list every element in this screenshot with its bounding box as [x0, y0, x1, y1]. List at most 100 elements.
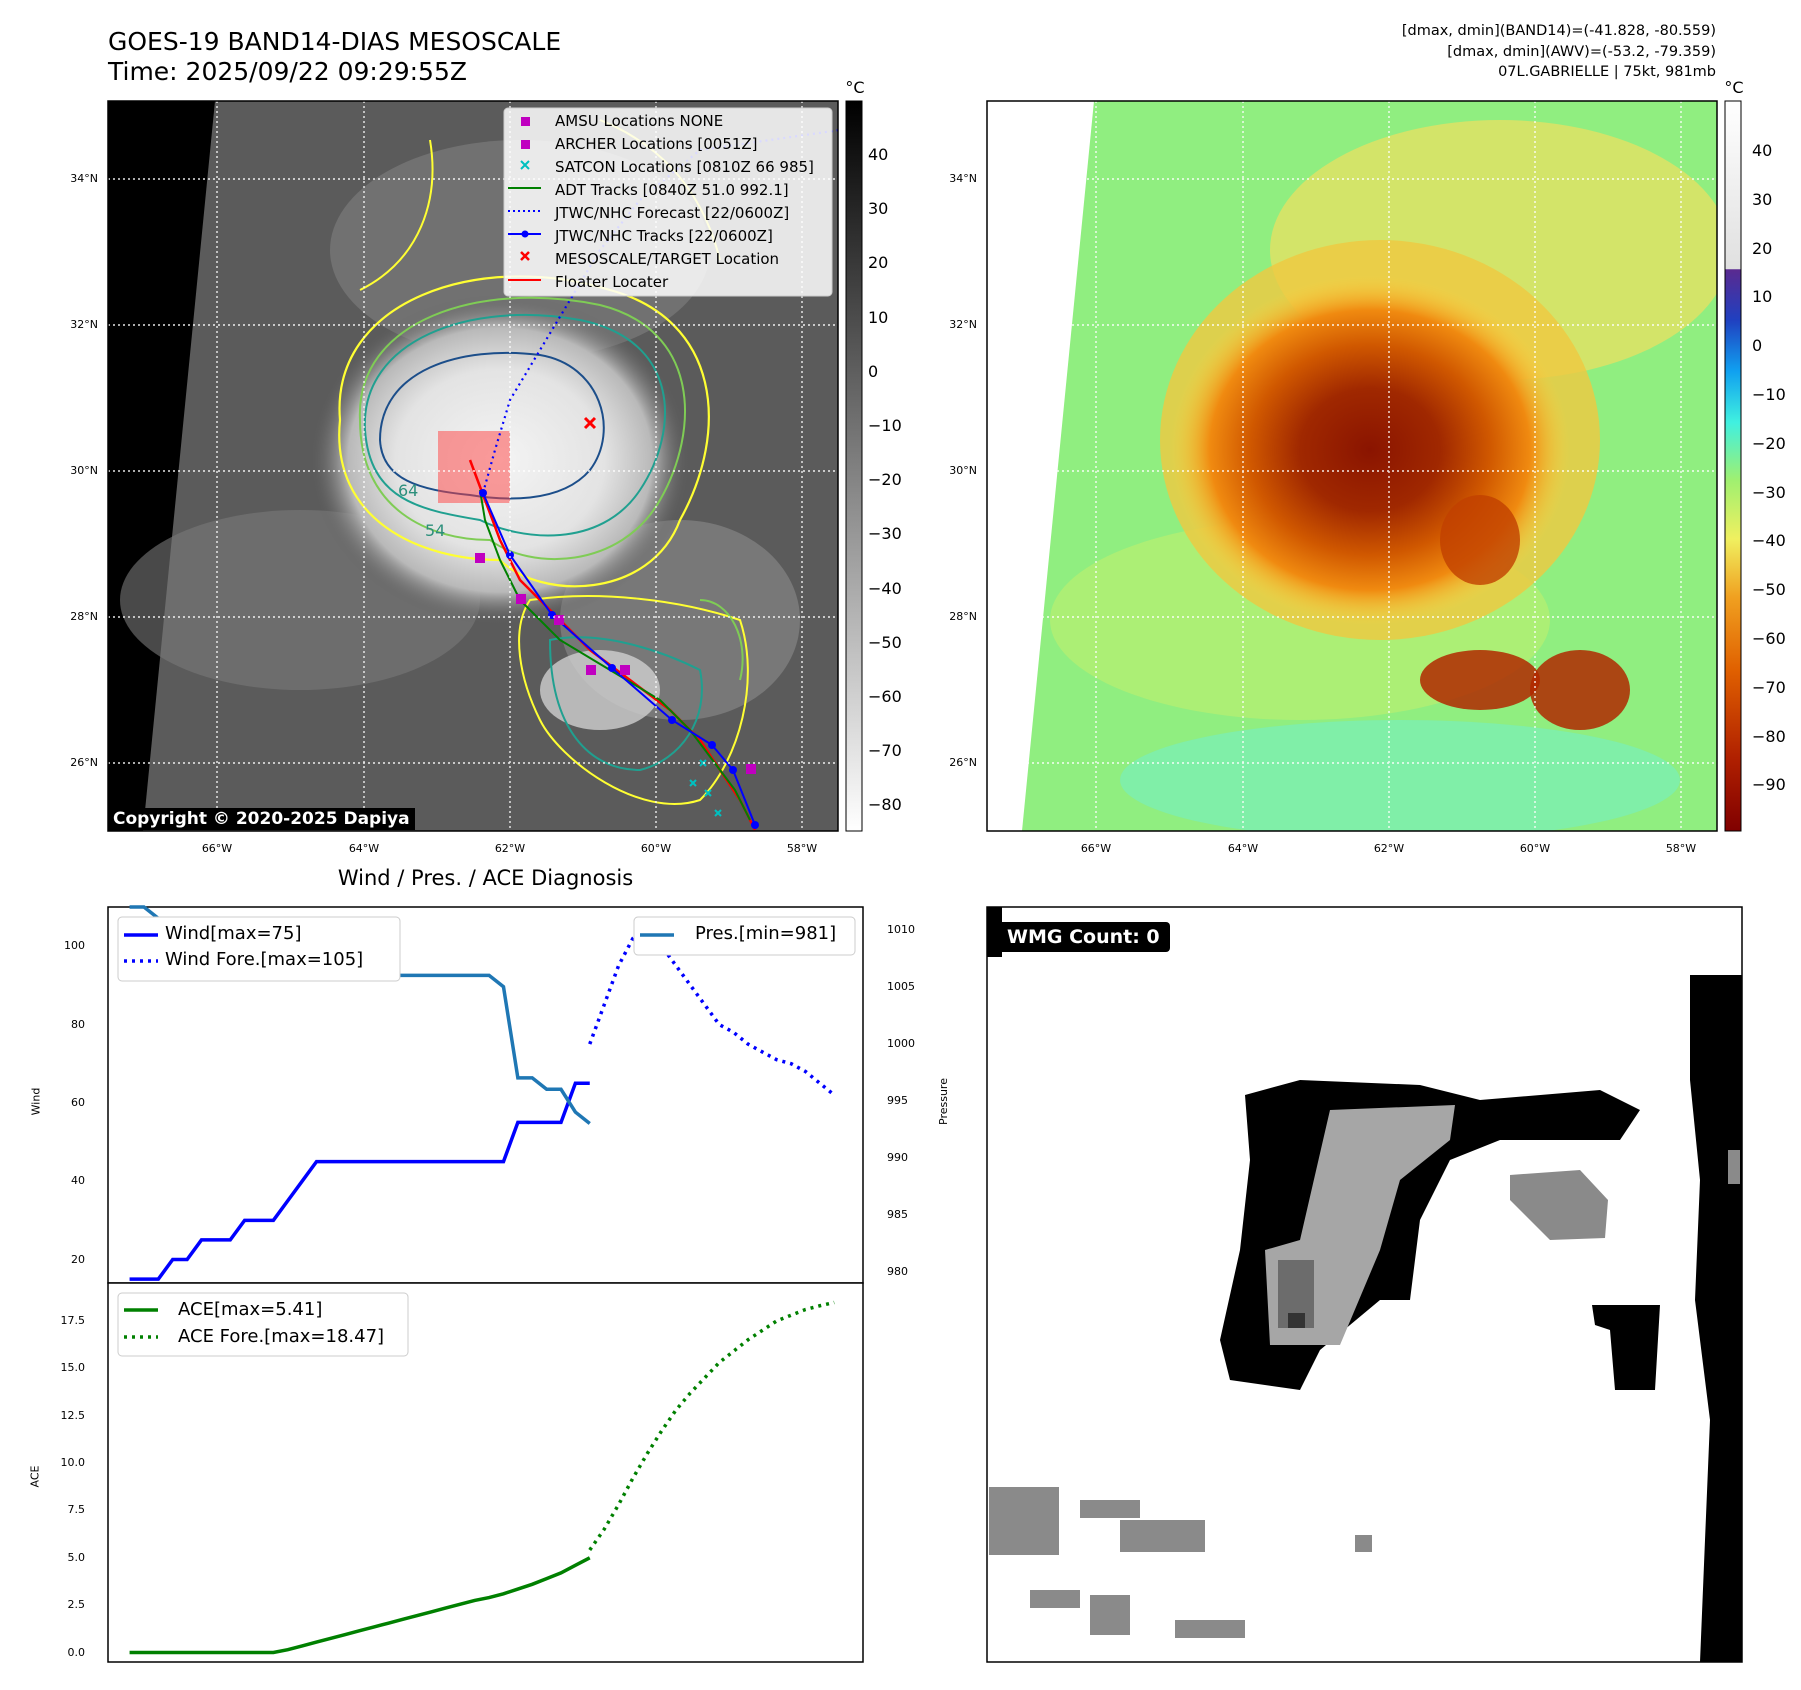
color-lon-label: 64°W	[1227, 842, 1259, 855]
series-line-0	[129, 1081, 590, 1281]
pressure-axis-label: Pressure	[936, 1078, 950, 1125]
pressure-y-tick: 1000	[887, 1036, 915, 1050]
color-colorbar-tick: −70	[1752, 677, 1786, 697]
wmg-count-badge: WMG Count: 0	[997, 922, 1170, 952]
ir-lat-label: 32°N	[70, 318, 98, 331]
ir-colorbar-unit: °C	[845, 78, 865, 97]
pressure-y-tick: 1010	[887, 922, 915, 936]
legend-floater-label: Floater Locater	[555, 273, 669, 291]
color-colorbar-tick: 30	[1752, 189, 1773, 209]
ir-lon-label: 62°W	[494, 842, 526, 855]
color-lat-label: 32°N	[949, 318, 977, 331]
ir-colorbar-tick: −40	[868, 578, 902, 598]
color-lat-label: 30°N	[949, 464, 977, 477]
wind-pressure-chart	[107, 905, 864, 1284]
ir-colorbar-tick: 0	[868, 361, 879, 381]
color-lon-label: 62°W	[1373, 842, 1405, 855]
ir-colorbar-tick: 20	[868, 253, 889, 273]
ace-y-tick: 2.5	[67, 1598, 86, 1612]
mesoscale-target-marker	[583, 416, 597, 430]
figure-title: GOES-19 BAND14-DIAS MESOSCALE	[108, 27, 562, 56]
legend-tracks-label: JTWC/NHC Tracks [22/0600Z]	[555, 227, 773, 245]
wmg-panel	[986, 906, 1743, 1663]
color-colorbar-tick: −40	[1752, 531, 1786, 551]
color-lat-label: 26°N	[949, 756, 977, 769]
ir-colorbar-tick: 40	[868, 145, 889, 164]
wind-y-tick: 100	[64, 939, 85, 953]
color-colorbar-tick: 10	[1752, 287, 1773, 307]
ace-y-tick: 0.0	[67, 1645, 86, 1659]
meta-band14-range: [dmax, dmin](BAND14)=(-41.828, -80.559)	[1401, 23, 1716, 39]
legend-satcon-label: SATCON Locations [0810Z 66 985]	[555, 158, 814, 176]
ir-colorbar-tick: 30	[868, 199, 889, 219]
ace-series-line-1	[588, 1300, 835, 1552]
color-colorbar-unit: °C	[1724, 78, 1744, 97]
wind-y-tick: 20	[71, 1252, 85, 1266]
wind-y-tick: 40	[71, 1174, 85, 1188]
ace-y-tick: 5.0	[67, 1550, 86, 1564]
color-colorbar-tick: 40	[1752, 141, 1773, 160]
legend-amsu-label: AMSU Locations NONE	[555, 112, 724, 130]
legend-amsu-marker	[521, 117, 530, 126]
ir-colorbar-tick: −10	[868, 416, 902, 435]
legend-ace-label: ACE[max=5.41]	[178, 1299, 323, 1320]
wind-axis-label: Wind	[29, 1087, 43, 1116]
pressure-y-tick: 985	[887, 1207, 908, 1221]
ace-series-line-0	[129, 1556, 591, 1655]
ir-lon-label: 58°W	[786, 842, 818, 855]
ir-lon-label: 60°W	[640, 842, 672, 855]
ir-colorbar-tick: −80	[868, 795, 902, 815]
pressure-y-tick: 1005	[887, 979, 915, 993]
ace-chart	[107, 1282, 864, 1663]
ir-lon-label: 64°W	[348, 842, 380, 855]
meta-awv-range: [dmax, dmin](AWV)=(-53.2, -79.359)	[1447, 44, 1716, 60]
legend-archer-marker	[521, 140, 530, 149]
ir-colorbar-tick: −20	[868, 470, 902, 490]
color-colorbar-tick: 20	[1752, 238, 1773, 258]
color-lon-label: 60°W	[1519, 842, 1551, 855]
ir-legend	[503, 107, 833, 297]
ir-lat-label: 26°N	[70, 756, 98, 769]
legend-ace-forecast-label: ACE Fore.[max=18.47]	[178, 1326, 385, 1347]
ir-colorbar-tick: −50	[868, 632, 902, 652]
color-colorbar-tick: −60	[1752, 629, 1786, 648]
color-colorbar-tick: −90	[1752, 775, 1786, 795]
color-lon-label: 58°W	[1665, 842, 1697, 855]
pressure-y-tick: 995	[887, 1093, 908, 1107]
ace-y-tick: 12.5	[60, 1408, 86, 1422]
color-colorbar	[1724, 100, 1742, 832]
series-line-1	[588, 924, 836, 1097]
legend-target-label: MESOSCALE/TARGET Location	[555, 250, 780, 268]
ir-colorbar-tick: 10	[868, 307, 889, 327]
ir-lon-label: 66°W	[201, 842, 233, 855]
color-lat-label: 34°N	[949, 172, 977, 185]
wind-y-tick: 60	[71, 1095, 85, 1109]
ir-colorbar-tick: −60	[868, 687, 902, 706]
meta-storm-info: 07L.GABRIELLE | 75kt, 981mb	[1498, 64, 1716, 80]
ir-colorbar	[845, 100, 863, 832]
color-colorbar-tick: −50	[1752, 580, 1786, 600]
legend-satcon-marker	[520, 160, 530, 170]
floater-box	[438, 431, 510, 503]
color-lon-label: 66°W	[1080, 842, 1112, 855]
ace-axis-label: ACE	[28, 1465, 42, 1488]
legend-pressure-label: Pres.[min=981]	[695, 923, 837, 944]
figure-time: Time: 2025/09/22 09:29:55Z	[108, 57, 467, 86]
ir-colorbar-tick: −70	[868, 741, 902, 761]
ir-lat-label: 30°N	[70, 464, 98, 477]
ace-y-tick: 10.0	[60, 1456, 86, 1470]
pressure-y-tick: 990	[887, 1150, 908, 1164]
color-colorbar-tick: −30	[1752, 482, 1786, 502]
ace-y-tick: 17.5	[60, 1313, 86, 1327]
color-colorbar-tick: 0	[1752, 336, 1763, 356]
ace-y-tick: 15.0	[60, 1361, 86, 1375]
color-colorbar-tick: −10	[1752, 385, 1786, 404]
color-colorbar-tick: −80	[1752, 726, 1786, 746]
diagnosis-title: Wind / Pres. / ACE Diagnosis	[337, 866, 634, 890]
ace-plot-area	[129, 1300, 835, 1655]
legend-forecast-label: JTWC/NHC Forecast [22/0600Z]	[555, 204, 790, 222]
legend-archer-label: ARCHER Locations [0051Z]	[555, 135, 758, 153]
pressure-y-tick: 980	[887, 1264, 908, 1278]
ir-lat-label: 28°N	[70, 610, 98, 623]
